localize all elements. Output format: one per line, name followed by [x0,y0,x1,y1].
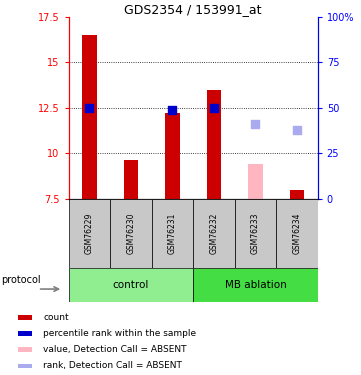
Text: GSM76233: GSM76233 [251,213,260,254]
Bar [165,113,180,199]
Bar [69,268,193,302]
Text: protocol: protocol [1,275,41,285]
Title: GDS2354 / 153991_at: GDS2354 / 153991_at [125,3,262,16]
Bar [18,347,32,352]
Bar [206,90,221,199]
Text: MB ablation: MB ablation [225,280,286,290]
Bar [69,199,110,268]
Bar [110,199,152,268]
Bar [193,199,235,268]
Bar [290,190,304,199]
Text: count: count [43,313,69,322]
Text: GSM76232: GSM76232 [209,213,218,254]
Point [252,121,258,127]
Bar [18,331,32,336]
Point [169,106,175,112]
Bar [248,164,263,199]
Text: value, Detection Call = ABSENT: value, Detection Call = ABSENT [43,345,187,354]
Text: percentile rank within the sample: percentile rank within the sample [43,329,196,338]
Text: GSM76234: GSM76234 [292,213,301,254]
Text: rank, Detection Call = ABSENT: rank, Detection Call = ABSENT [43,362,182,370]
Point [211,105,217,111]
Point [87,105,92,111]
Text: GSM76231: GSM76231 [168,213,177,254]
Bar [235,199,276,268]
Bar [193,268,318,302]
Bar [18,364,32,368]
Bar [152,199,193,268]
Bar [276,199,318,268]
Text: control: control [113,280,149,290]
Text: GSM76230: GSM76230 [126,213,135,254]
Bar [123,160,138,199]
Point [294,127,300,133]
Text: GSM76229: GSM76229 [85,213,94,254]
Bar [82,35,97,199]
Bar [18,315,32,320]
